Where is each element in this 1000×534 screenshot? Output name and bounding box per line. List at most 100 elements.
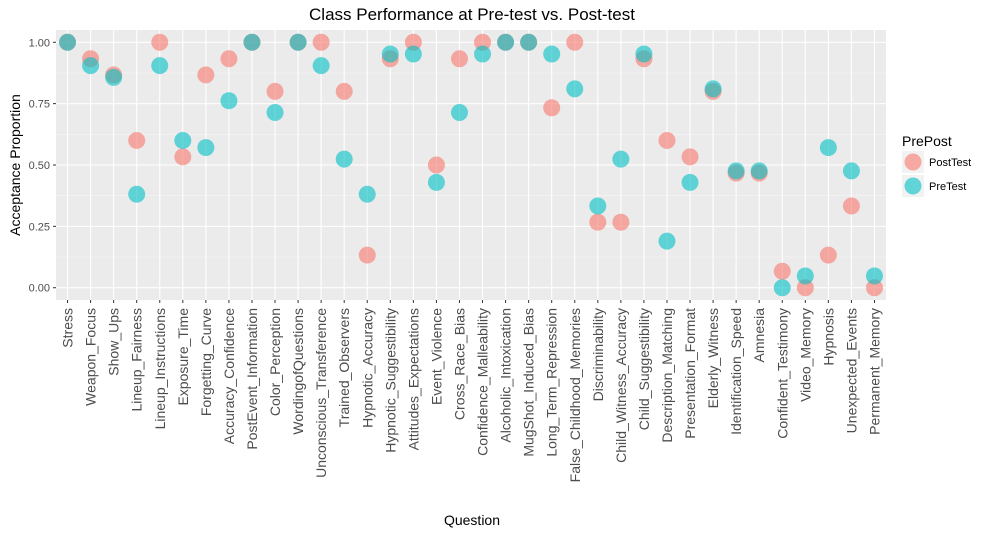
point-pretest	[105, 68, 123, 86]
x-tick-label: Description_Matching	[659, 308, 675, 443]
point-pretest	[427, 173, 445, 191]
y-tick-label: 0.00	[29, 283, 50, 295]
legend-key-posttest	[904, 153, 922, 171]
x-axis-title: Question	[444, 512, 500, 528]
x-axis: Stress Weapon_Focus Show_Ups Lineup_Fairnes…	[60, 300, 882, 482]
y-tick-label: 0.25	[29, 221, 50, 233]
point-posttest	[358, 246, 376, 264]
x-tick-label: Permanent_Memory	[866, 308, 882, 435]
legend: PrePost PostTest PreTest	[902, 133, 971, 197]
x-tick-label: Exposure_Time	[175, 308, 191, 406]
point-pretest	[381, 45, 399, 63]
point-posttest	[174, 148, 192, 166]
point-pretest	[497, 33, 515, 51]
grid-minor	[56, 72, 886, 258]
x-tick-label: Long_Term_Repression	[544, 308, 560, 457]
point-posttest	[543, 99, 561, 117]
point-pretest	[681, 173, 699, 191]
point-pretest	[358, 185, 376, 203]
point-pretest	[59, 33, 77, 51]
point-posttest	[796, 279, 814, 297]
y-tick-label: 1.00	[29, 37, 50, 49]
y-axis: 0.00 0.25 0.50 0.75 1.00	[29, 37, 56, 295]
point-posttest	[266, 82, 284, 100]
x-tick-label: Discriminability	[590, 308, 606, 401]
point-posttest	[612, 213, 630, 231]
point-posttest	[589, 213, 607, 231]
point-posttest	[427, 156, 445, 174]
point-pretest	[750, 162, 768, 180]
x-tick-label: Attitudes_Expectations	[405, 308, 421, 450]
x-tick-label: Confident_Testimony	[774, 308, 790, 439]
point-posttest	[474, 33, 492, 51]
point-pretest	[635, 45, 653, 63]
chart-title: Class Performance at Pre-test vs. Post-t…	[309, 5, 635, 24]
point-pretest	[289, 33, 307, 51]
point-pretest	[520, 33, 538, 51]
point-pretest	[773, 279, 791, 297]
legend-label-posttest: PostTest	[929, 157, 971, 169]
x-tick-label: Identification_Speed	[728, 308, 744, 435]
point-posttest	[220, 50, 238, 68]
point-pretest	[819, 139, 837, 157]
point-pretest	[474, 45, 492, 63]
point-posttest	[335, 82, 353, 100]
point-pretest	[243, 33, 261, 51]
point-posttest	[566, 33, 584, 51]
x-tick-label: Show_Ups	[106, 308, 122, 376]
x-tick-label: Event_Violence	[428, 308, 444, 405]
x-tick-label: Hypnosis	[820, 308, 836, 366]
point-pretest	[82, 57, 100, 75]
x-tick-label: Lineup_Instructions	[152, 308, 168, 429]
x-tick-label: Lineup_Fairness	[129, 308, 145, 412]
point-posttest	[450, 50, 468, 68]
point-posttest	[658, 131, 676, 149]
point-pretest	[543, 45, 561, 63]
point-pretest	[450, 103, 468, 121]
x-tick-label: Color_Perception	[267, 308, 283, 416]
x-tick-label: Alcoholic_Intoxication	[498, 308, 514, 443]
point-posttest	[842, 197, 860, 215]
x-tick-label: Presentation_Format	[682, 308, 698, 439]
point-pretest	[589, 197, 607, 215]
point-pretest	[312, 57, 330, 75]
x-tick-label: False_Childhood_Memories	[567, 308, 583, 482]
point-pretest	[128, 185, 146, 203]
point-pretest	[404, 45, 422, 63]
x-tick-label: Hypnotic_Accuracy	[359, 308, 375, 428]
point-posttest	[197, 66, 215, 84]
point-pretest	[266, 103, 284, 121]
x-tick-label: WordingofQuestions	[290, 308, 306, 435]
point-posttest	[681, 148, 699, 166]
point-pretest	[220, 92, 238, 110]
point-pretest	[842, 162, 860, 180]
point-pretest	[197, 139, 215, 157]
x-tick-label: Stress	[60, 308, 76, 348]
x-tick-label: Trained_Observers	[336, 308, 352, 427]
x-tick-label: Amnesia	[751, 308, 767, 363]
point-posttest	[404, 33, 422, 51]
data-points	[59, 33, 883, 297]
x-tick-label: Elderly_Witness	[705, 308, 721, 408]
point-pretest	[612, 150, 630, 168]
point-posttest	[819, 246, 837, 264]
x-tick-label: Forgetting_Curve	[198, 308, 214, 416]
point-pretest	[566, 80, 584, 98]
point-posttest	[151, 33, 169, 51]
point-posttest	[865, 279, 883, 297]
legend-label-pretest: PreTest	[929, 181, 966, 193]
y-tick-label: 0.50	[29, 160, 50, 172]
x-tick-label: MugShot_Induced_Bias	[521, 308, 537, 457]
point-posttest	[312, 33, 330, 51]
y-tick-label: 0.75	[29, 99, 50, 111]
x-tick-label: Child_Witness_Accuracy	[613, 308, 629, 463]
x-tick-label: Cross_Race_Bias	[451, 308, 467, 420]
x-tick-label: Child_Suggestibility	[636, 308, 652, 430]
x-tick-label: Confidence_Malleability	[475, 308, 491, 456]
x-tick-label: Hypnotic_Suggestibility	[382, 308, 398, 453]
point-pretest	[335, 150, 353, 168]
point-pretest	[174, 131, 192, 149]
legend-title: PrePost	[902, 133, 952, 149]
x-tick-label: PostEvent_Information	[244, 308, 260, 450]
